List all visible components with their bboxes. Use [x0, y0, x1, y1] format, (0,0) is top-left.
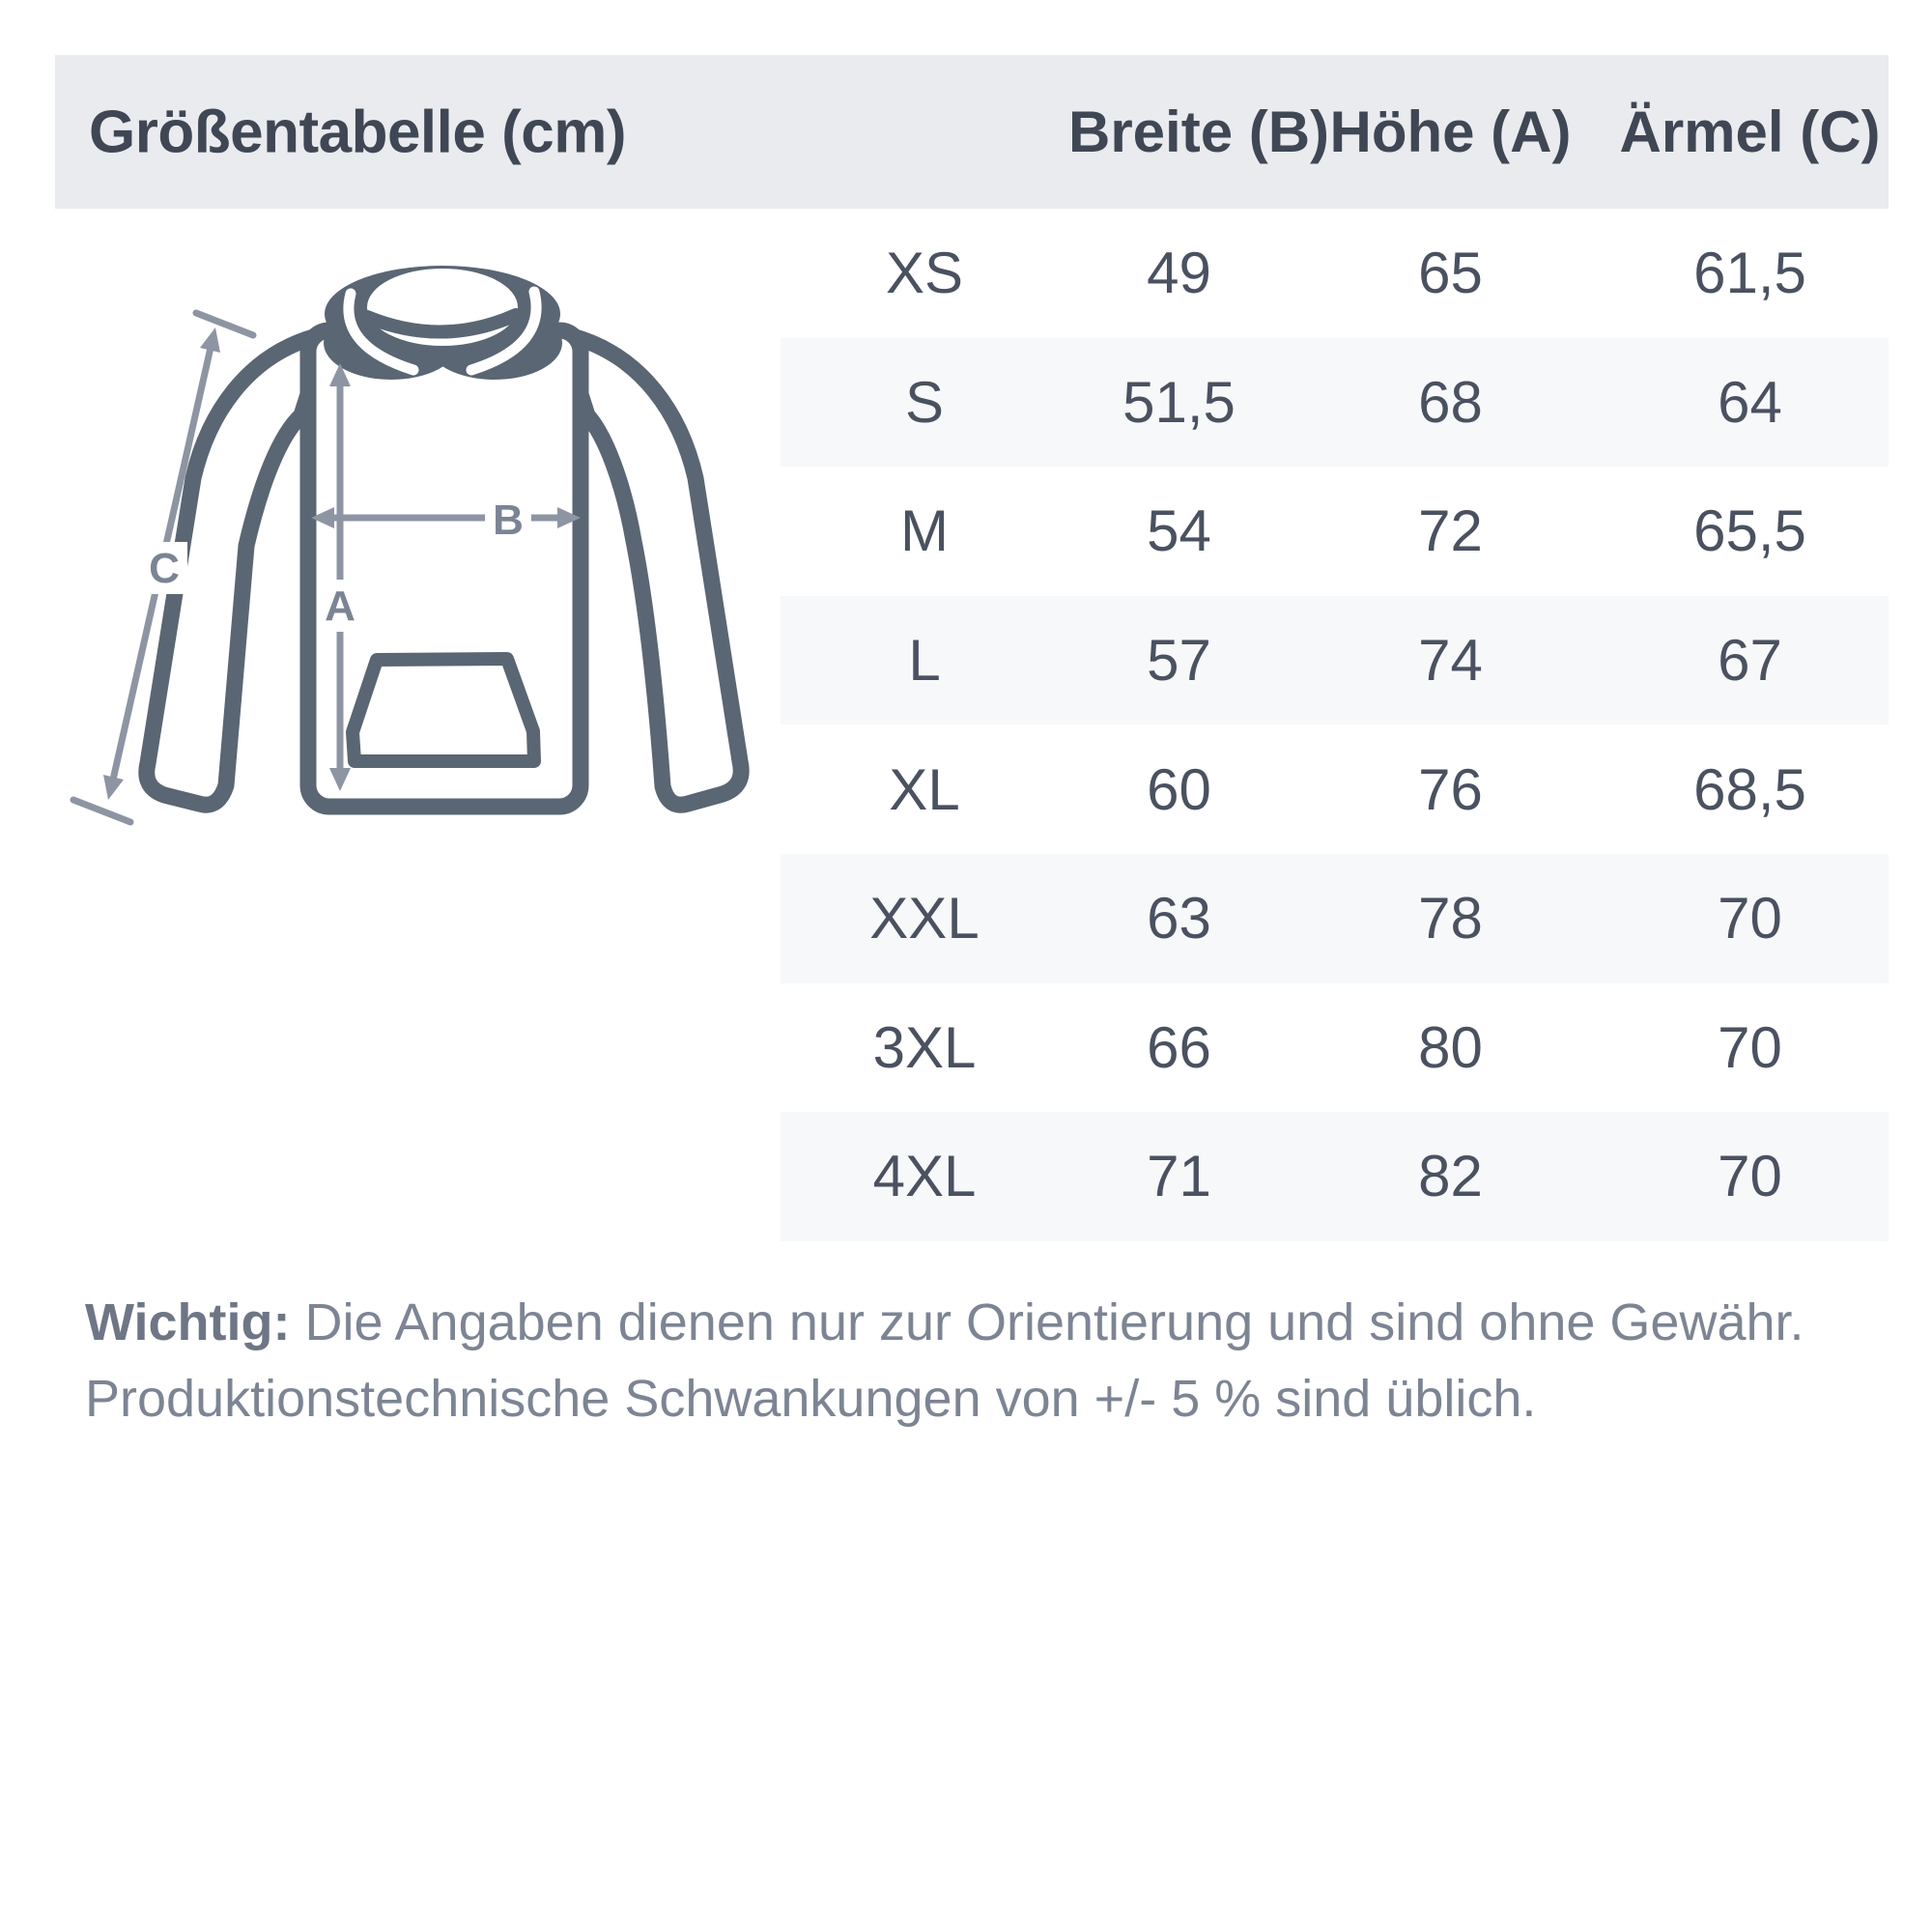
breite-value: 51,5 — [1122, 369, 1236, 435]
breite-value: 49 — [1147, 241, 1211, 306]
size-table: XS 49 65 61,5 S 51,5 68 64 M 54 72 65,5 … — [781, 209, 1889, 1241]
column-headers: Breite (B) Höhe (A) Ärmel (C) — [781, 55, 1889, 209]
table-row-xs: XS 49 65 61,5 — [781, 209, 1889, 338]
aermel-value: 64 — [1718, 369, 1782, 435]
size-label: 4XL — [872, 1144, 977, 1209]
table-row-s: S 51,5 68 64 — [781, 337, 1889, 468]
table-row-l: L 57 74 67 — [781, 595, 1889, 725]
hoehe-value: 65 — [1418, 241, 1483, 306]
aermel-value: 68,5 — [1693, 756, 1806, 822]
hoodie-outline — [138, 322, 750, 815]
measure-labels: A B C — [141, 494, 531, 632]
breite-value: 63 — [1147, 886, 1211, 952]
height-arrow — [329, 363, 351, 791]
right-sleeve — [563, 327, 750, 813]
column-header-hoehe: Höhe (A) — [1329, 99, 1572, 164]
aermel-value: 70 — [1718, 886, 1782, 952]
hoehe-value: 82 — [1418, 1144, 1483, 1209]
breite-value: 57 — [1147, 628, 1211, 694]
hoehe-value: 68 — [1418, 369, 1483, 435]
label-a: A — [325, 582, 355, 630]
size-label: L — [908, 628, 941, 694]
size-label: S — [904, 369, 945, 435]
size-label: M — [900, 498, 949, 564]
hood — [324, 266, 562, 380]
aermel-value: 61,5 — [1693, 241, 1806, 306]
size-label: XS — [885, 241, 964, 306]
table-row-3xl: 3XL 66 80 70 — [781, 983, 1889, 1113]
breite-value: 66 — [1147, 1014, 1211, 1080]
breite-value: 71 — [1147, 1144, 1211, 1209]
size-label: XXL — [869, 886, 980, 952]
aermel-value: 70 — [1718, 1014, 1782, 1080]
disclaimer-note: Wichtig: Die Angaben dienen nur zur Orie… — [85, 1285, 1833, 1437]
size-label: XL — [889, 756, 960, 822]
hoodie-measurement-diagram: A B C — [70, 266, 750, 826]
size-chart-header-bar: Größentabelle (cm) Breite (B) Höhe (A) Ä… — [55, 55, 1889, 209]
label-c: C — [149, 545, 180, 592]
page-title: Größentabelle (cm) — [89, 99, 627, 165]
table-row-xxl: XXL 63 78 70 — [781, 853, 1889, 983]
breite-value: 54 — [1147, 498, 1211, 564]
table-row-4xl: 4XL 71 82 70 — [781, 1112, 1889, 1241]
kangaroo-pocket — [346, 652, 541, 768]
hoehe-value: 78 — [1418, 886, 1483, 952]
size-label: 3XL — [872, 1014, 977, 1080]
hoehe-value: 80 — [1418, 1014, 1483, 1080]
disclaimer-line-1: Wichtig: Die Angaben dienen nur zur Orie… — [85, 1285, 1833, 1361]
disclaimer-text-1: Die Angaben dienen nur zur Orientierung … — [304, 1293, 1804, 1351]
hoehe-value: 72 — [1418, 498, 1483, 564]
breite-value: 60 — [1147, 756, 1211, 822]
aermel-value: 67 — [1718, 628, 1782, 694]
table-row-m: M 54 72 65,5 — [781, 467, 1889, 596]
hoehe-value: 74 — [1418, 628, 1483, 694]
column-header-breite: Breite (B) — [1068, 99, 1330, 164]
disclaimer-prefix: Wichtig: — [85, 1293, 291, 1351]
column-header-aermel: Ärmel (C) — [1619, 99, 1881, 164]
left-sleeve — [138, 327, 326, 813]
aermel-value: 70 — [1718, 1144, 1782, 1209]
disclaimer-line-2: Produktionstechnische Schwankungen von +… — [85, 1370, 1537, 1428]
table-row-xl: XL 60 76 68,5 — [781, 724, 1889, 854]
aermel-value: 65,5 — [1693, 498, 1806, 564]
label-b: B — [493, 497, 524, 544]
hoehe-value: 76 — [1418, 756, 1483, 822]
